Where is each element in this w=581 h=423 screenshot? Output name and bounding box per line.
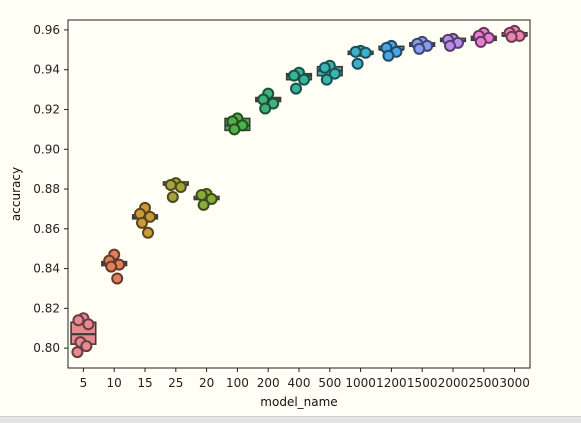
point-10 xyxy=(105,260,118,273)
point-2500 xyxy=(474,35,487,48)
point-1000 xyxy=(349,45,362,58)
point-25 xyxy=(164,179,177,192)
x-tick-label: 10 xyxy=(107,376,122,390)
point-400 xyxy=(288,69,300,82)
point-20 xyxy=(205,192,218,205)
point-20 xyxy=(197,198,210,211)
x-tick-label: 1500 xyxy=(407,376,438,390)
point-500 xyxy=(320,73,333,86)
y-tick-label: 0.94 xyxy=(33,63,60,77)
y-axis-label: accuracy xyxy=(9,167,23,221)
point-25 xyxy=(166,190,179,203)
y-tick-label: 0.96 xyxy=(33,23,60,37)
point-layer xyxy=(71,24,526,359)
x-tick-label: 5 xyxy=(80,376,88,390)
y-tick-label: 0.92 xyxy=(33,102,60,116)
x-tick-label: 100 xyxy=(226,376,249,390)
x-tick-label: 25 xyxy=(168,376,183,390)
x-tick-label: 2000 xyxy=(438,376,469,390)
x-tick-label: 20 xyxy=(199,376,214,390)
y-tick-label: 0.82 xyxy=(33,301,60,315)
point-3000 xyxy=(505,30,518,43)
point-10 xyxy=(111,272,124,285)
point-100 xyxy=(228,123,241,136)
y-tick-label: 0.88 xyxy=(33,182,60,196)
x-tick-label: 200 xyxy=(257,376,280,390)
point-1000 xyxy=(359,46,372,59)
point-200 xyxy=(259,102,272,115)
point-500 xyxy=(318,61,331,74)
point-400 xyxy=(290,82,302,95)
x-axis: 5 10 15 25 20 100 200 400 500 1000 1200 1500 2000 250… xyxy=(80,368,530,390)
point-15 xyxy=(142,226,154,239)
point-1200 xyxy=(382,49,395,62)
y-tick-label: 0.90 xyxy=(33,142,60,156)
y-axis: 0.80 0.82 0.84 0.86 0.88 0.90 0.92 0.94 0.96 xyxy=(33,23,68,355)
point-15 xyxy=(136,216,148,229)
x-tick-label: 1200 xyxy=(376,376,407,390)
point-25 xyxy=(174,181,187,194)
y-tick-label: 0.86 xyxy=(33,222,60,236)
point-400 xyxy=(298,73,310,86)
x-tick-label: 400 xyxy=(288,376,311,390)
x-tick-label: 1000 xyxy=(345,376,376,390)
point-5 xyxy=(71,346,84,359)
x-tick-label: 3000 xyxy=(499,376,530,390)
point-5 xyxy=(80,340,93,353)
taskbar-strip xyxy=(0,416,581,423)
x-tick-label: 2500 xyxy=(469,376,500,390)
x-tick-label: 500 xyxy=(318,376,341,390)
point-1000 xyxy=(351,57,364,70)
point-5 xyxy=(72,314,85,327)
point-1500 xyxy=(413,42,426,55)
x-axis-label: model_name xyxy=(260,395,337,409)
point-500 xyxy=(328,67,341,80)
point-20 xyxy=(195,188,208,201)
point-15 xyxy=(144,210,156,223)
point-5 xyxy=(82,318,95,331)
x-tick-label: 15 xyxy=(137,376,152,390)
y-tick-label: 0.80 xyxy=(33,341,60,355)
y-tick-label: 0.84 xyxy=(33,262,60,276)
point-2000 xyxy=(444,39,456,52)
